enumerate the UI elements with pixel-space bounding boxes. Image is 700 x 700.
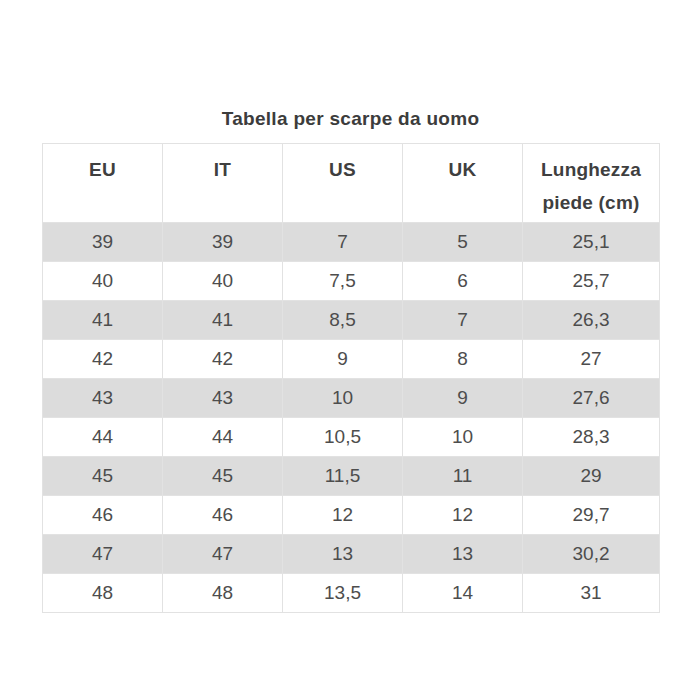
size-chart-section: Tabella per scarpe da uomo EUITUSUKLungh… [42,104,659,613]
table-cell: 27 [523,340,660,379]
table-cell: 30,2 [523,535,660,574]
column-header: IT [163,144,283,223]
table-cell: 47 [43,535,163,574]
table-cell: 27,6 [523,379,660,418]
column-header: Lunghezza piede (cm) [523,144,660,223]
table-cell: 13,5 [283,574,403,613]
table-body: 39397525,140407,5625,741418,5726,3424298… [43,223,660,613]
table-cell: 25,7 [523,262,660,301]
table-cell: 28,3 [523,418,660,457]
table-cell: 26,3 [523,301,660,340]
table-row: 39397525,1 [43,223,660,262]
table-cell: 46 [43,496,163,535]
table-cell: 48 [163,574,283,613]
table-cell: 9 [403,379,523,418]
table-cell: 45 [163,457,283,496]
table-cell: 42 [43,340,163,379]
table-cell: 8,5 [283,301,403,340]
table-cell: 11 [403,457,523,496]
table-cell: 29 [523,457,660,496]
table-cell: 10 [403,418,523,457]
table-cell: 9 [283,340,403,379]
table-cell: 43 [163,379,283,418]
table-cell: 42 [163,340,283,379]
table-cell: 6 [403,262,523,301]
table-cell: 5 [403,223,523,262]
table-cell: 12 [403,496,523,535]
table-cell: 29,7 [523,496,660,535]
table-row: 4646121229,7 [43,496,660,535]
table-row: 444410,51028,3 [43,418,660,457]
table-cell: 46 [163,496,283,535]
table-row: 42429827 [43,340,660,379]
table-cell: 40 [163,262,283,301]
table-cell: 43 [43,379,163,418]
table-row: 484813,51431 [43,574,660,613]
table-row: 434310927,6 [43,379,660,418]
table-cell: 14 [403,574,523,613]
table-cell: 12 [283,496,403,535]
table-title: Tabella per scarpe da uomo [42,104,659,134]
page: Tabella per scarpe da uomo EUITUSUKLungh… [0,0,700,700]
table-cell: 13 [403,535,523,574]
table-cell: 7,5 [283,262,403,301]
table-cell: 41 [163,301,283,340]
table-cell: 48 [43,574,163,613]
table-cell: 7 [283,223,403,262]
table-cell: 11,5 [283,457,403,496]
column-header: UK [403,144,523,223]
header-row: EUITUSUKLunghezza piede (cm) [43,144,660,223]
table-cell: 25,1 [523,223,660,262]
table-cell: 44 [43,418,163,457]
table-cell: 13 [283,535,403,574]
table-cell: 45 [43,457,163,496]
table-row: 41418,5726,3 [43,301,660,340]
column-header: EU [43,144,163,223]
column-header: US [283,144,403,223]
table-cell: 10,5 [283,418,403,457]
table-cell: 7 [403,301,523,340]
table-cell: 31 [523,574,660,613]
table-cell: 44 [163,418,283,457]
table-cell: 41 [43,301,163,340]
table-row: 454511,51129 [43,457,660,496]
size-table: EUITUSUKLunghezza piede (cm) 39397525,14… [42,143,660,613]
table-row: 40407,5625,7 [43,262,660,301]
table-cell: 39 [43,223,163,262]
table-cell: 10 [283,379,403,418]
table-cell: 40 [43,262,163,301]
table-cell: 39 [163,223,283,262]
table-row: 4747131330,2 [43,535,660,574]
table-cell: 8 [403,340,523,379]
table-cell: 47 [163,535,283,574]
